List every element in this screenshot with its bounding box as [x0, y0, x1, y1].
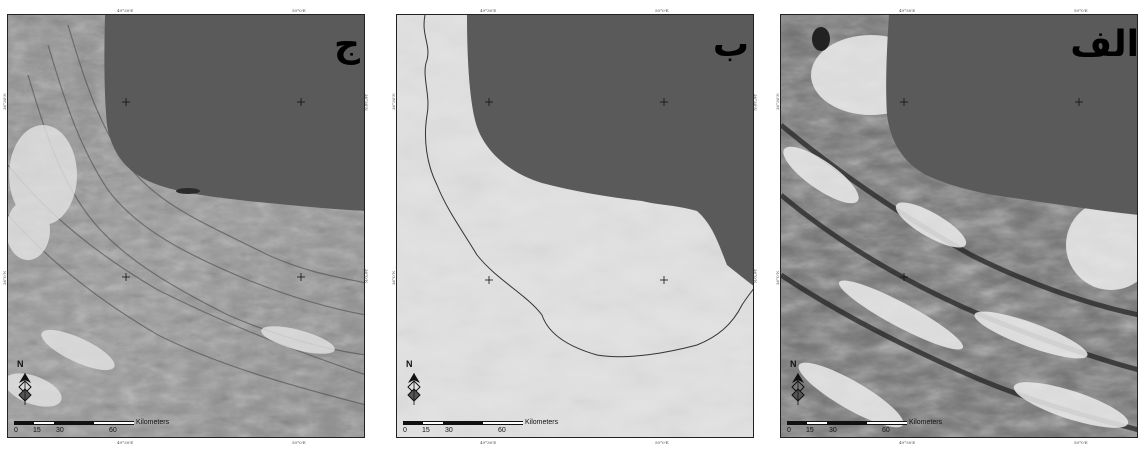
scale-unit: Kilometers [909, 419, 943, 426]
north-label: N [790, 359, 797, 369]
map-image [781, 15, 1137, 437]
scale-tick: 30 [56, 427, 64, 434]
scale-unit: Kilometers [525, 419, 559, 426]
scale-tick: 0 [403, 427, 407, 434]
scale-tick: 15 [806, 427, 814, 434]
north-arrow-icon: N [403, 359, 425, 407]
north-label: N [17, 359, 24, 369]
lon-label: 49°30'E [117, 8, 134, 13]
map-frame: ج N Kilometers 0 15 30 60 [7, 14, 365, 438]
north-arrow-icon: N [787, 359, 809, 407]
scale-tick: 15 [422, 427, 430, 434]
scale-tick: 30 [829, 427, 837, 434]
scale-bar: Kilometers 0 15 30 60 [403, 413, 573, 435]
lon-label: 50°0'E [292, 8, 306, 13]
map-panel-right: 49°30'E 50°0'E 49°30'E 50°0'E 36°30'N 36… [773, 0, 1148, 452]
lon-label: 49°30'E [480, 440, 497, 445]
lon-label: 49°30'E [480, 8, 497, 13]
scale-unit: Kilometers [136, 419, 170, 426]
north-label: N [406, 359, 413, 369]
map-panel-left: 49°30'E 50°0'E 49°30'E 50°0'E 36°30'N 36… [0, 0, 375, 452]
scale-tick: 30 [445, 427, 453, 434]
lon-label: 50°0'E [1074, 440, 1088, 445]
scale-bar: Kilometers 0 15 30 60 [14, 413, 184, 435]
lon-label: 50°0'E [655, 8, 669, 13]
scale-tick: 0 [787, 427, 791, 434]
lon-label: 49°30'E [117, 440, 134, 445]
map-panel-middle: 49°30'E 50°0'E 49°30'E 50°0'E 36°30'N 36… [389, 0, 764, 452]
scale-tick: 15 [33, 427, 41, 434]
lon-label: 49°30'E [899, 440, 916, 445]
map-frame: الف N Kilometers 0 15 30 60 [780, 14, 1138, 438]
map-image [397, 15, 753, 437]
panel-letter: الف [1070, 24, 1138, 65]
lon-label: 50°0'E [1074, 8, 1088, 13]
scale-tick: 60 [882, 427, 890, 434]
map-image [8, 15, 364, 437]
panel-letter: ج [334, 24, 360, 65]
scale-tick: 60 [498, 427, 506, 434]
lon-label: 50°0'E [292, 440, 306, 445]
panel-letter: ب [712, 24, 749, 65]
scale-bar: Kilometers 0 15 30 60 [787, 413, 957, 435]
map-frame: ب N Kilometers 0 15 30 60 [396, 14, 754, 438]
scale-tick: 0 [14, 427, 18, 434]
north-arrow-icon: N [14, 359, 36, 407]
lon-label: 50°0'E [655, 440, 669, 445]
scale-tick: 60 [109, 427, 117, 434]
lon-label: 49°30'E [899, 8, 916, 13]
